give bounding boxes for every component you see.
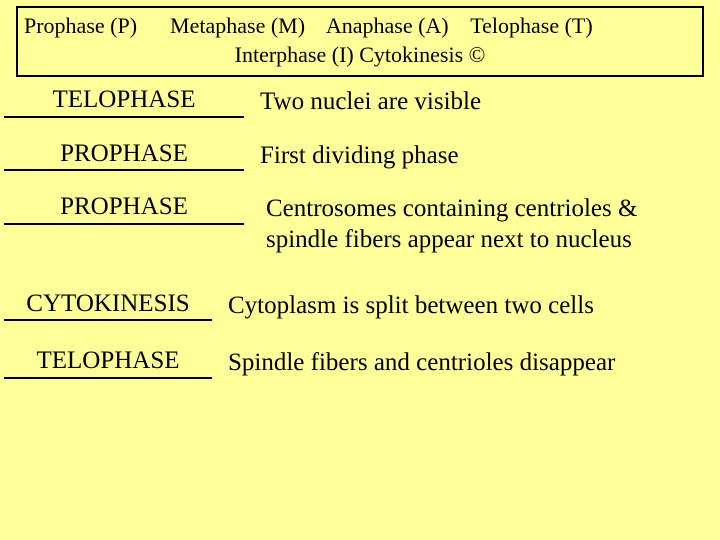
answer-blank: PROPHASE	[4, 140, 244, 172]
answer-blank: TELOPHASE	[4, 86, 244, 118]
answer-blank: TELOPHASE	[4, 347, 212, 379]
clue-text: Spindle fibers and centrioles disappear	[228, 347, 615, 378]
clue-text: First dividing phase	[260, 140, 459, 171]
legend-line-2: Interphase (I) Cytokinesis ©	[24, 41, 696, 70]
worksheet-rows: TELOPHASE Two nuclei are visible PROPHAS…	[0, 86, 720, 401]
legend-line-1: Prophase (P) Metaphase (M) Anaphase (A) …	[24, 12, 696, 41]
clue-text: Centrosomes containing centrioles & spin…	[260, 193, 680, 256]
worksheet-row: TELOPHASE Spindle fibers and centrioles …	[0, 347, 720, 379]
answer-blank: PROPHASE	[4, 193, 244, 225]
worksheet-row: PROPHASE Centrosomes containing centriol…	[0, 193, 720, 256]
worksheet-row: CYTOKINESIS Cytoplasm is split between t…	[0, 290, 720, 322]
answer-blank: CYTOKINESIS	[4, 290, 212, 322]
worksheet-row: TELOPHASE Two nuclei are visible	[0, 86, 720, 118]
clue-text: Two nuclei are visible	[260, 86, 481, 117]
clue-text: Cytoplasm is split between two cells	[228, 290, 594, 321]
legend-box: Prophase (P) Metaphase (M) Anaphase (A) …	[16, 6, 704, 77]
worksheet-row: PROPHASE First dividing phase	[0, 140, 720, 172]
